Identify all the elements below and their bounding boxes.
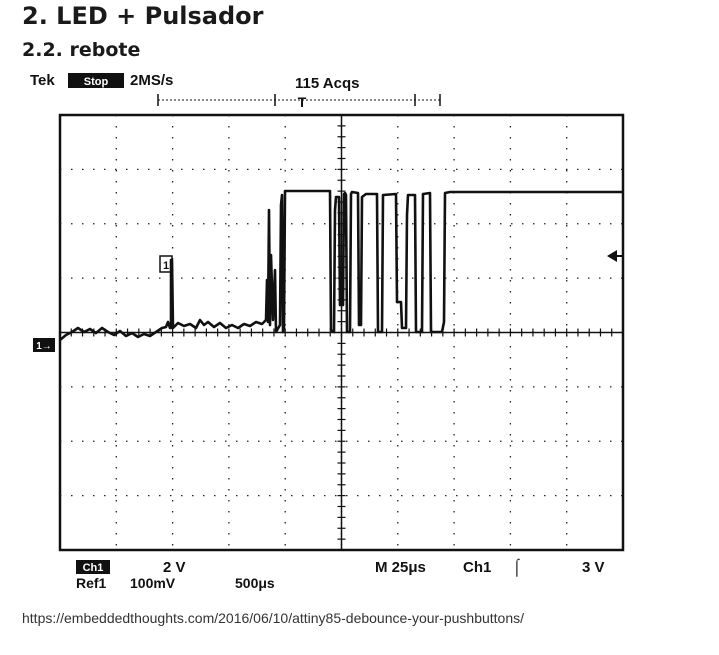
ch1-badge: Ch1	[83, 562, 104, 574]
trigger-position-bracket	[157, 94, 441, 106]
trigger-slope-icon: ⌠	[512, 558, 522, 578]
run-mode-box	[68, 73, 124, 88]
trigger-marker: T	[298, 94, 307, 110]
ref-time: 500μs	[235, 575, 275, 591]
trigger-level-arrow	[607, 250, 624, 262]
bounce-waveform	[59, 189, 623, 341]
reference-marker: 1	[163, 260, 169, 272]
timebase: M 25μs	[375, 559, 426, 576]
page-heading: 2. LED + Pulsador	[22, 2, 264, 30]
ref-label: Ref1	[76, 575, 107, 591]
page-subheading: 2.2. rebote	[22, 39, 141, 61]
sample-rate: 2MS/s	[130, 72, 173, 89]
ground-marker-box	[33, 338, 55, 352]
graticule	[58, 113, 625, 552]
ref-scale: 100mV	[130, 575, 176, 591]
ch1-badge-box	[76, 560, 110, 574]
run-mode: Stop	[84, 76, 109, 88]
trigger-level: 3 V	[582, 559, 605, 576]
ground-marker: 1→	[36, 341, 52, 352]
oscilloscope-capture: Tek Stop 2MS/s 115 Acqs T 1→ 1 Ch1 2 V R…	[30, 70, 630, 595]
ch1-scale: 2 V	[163, 559, 186, 576]
scope-brand: Tek	[30, 72, 55, 89]
acquisition-count: 115 Acqs	[295, 75, 360, 92]
trigger-source: Ch1	[463, 559, 491, 576]
source-link[interactable]: https://embeddedthoughts.com/2016/06/10/…	[22, 610, 525, 626]
